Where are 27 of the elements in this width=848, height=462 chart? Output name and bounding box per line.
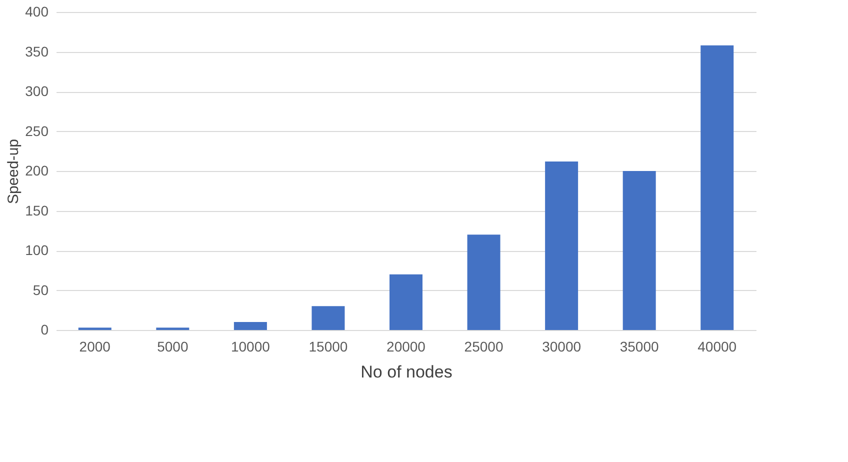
bar [622,171,656,330]
y-tick-label: 50 [32,282,49,298]
y-tick-label: 300 [25,83,49,99]
y-tick-label: 150 [25,202,49,218]
x-tick-label: 30000 [542,338,582,354]
bar [467,234,500,330]
y-tick-label: 0 [40,322,49,338]
x-tick-label: 15000 [308,338,348,354]
bar [390,274,422,330]
bar [700,45,734,330]
y-tick-label: 250 [25,122,49,139]
bar [312,306,345,330]
x-tick-label: 40000 [698,338,737,354]
x-tick-label: 5000 [157,338,188,354]
y-tick-label: 100 [25,242,49,258]
x-axis-title: No of nodes [360,362,452,382]
y-tick-label: 350 [25,43,49,60]
x-tick-label: 35000 [620,338,660,354]
x-tick-label: 20000 [386,338,426,354]
bar [234,322,267,330]
x-tick-label: 2000 [79,338,111,354]
x-tick-label: 25000 [464,338,504,354]
x-tick-label: 10000 [230,338,270,354]
y-tick-label: 200 [25,162,49,178]
y-axis-title: Speed-up [5,138,22,204]
y-tick-label: 400 [25,4,49,20]
bar [545,161,578,330]
